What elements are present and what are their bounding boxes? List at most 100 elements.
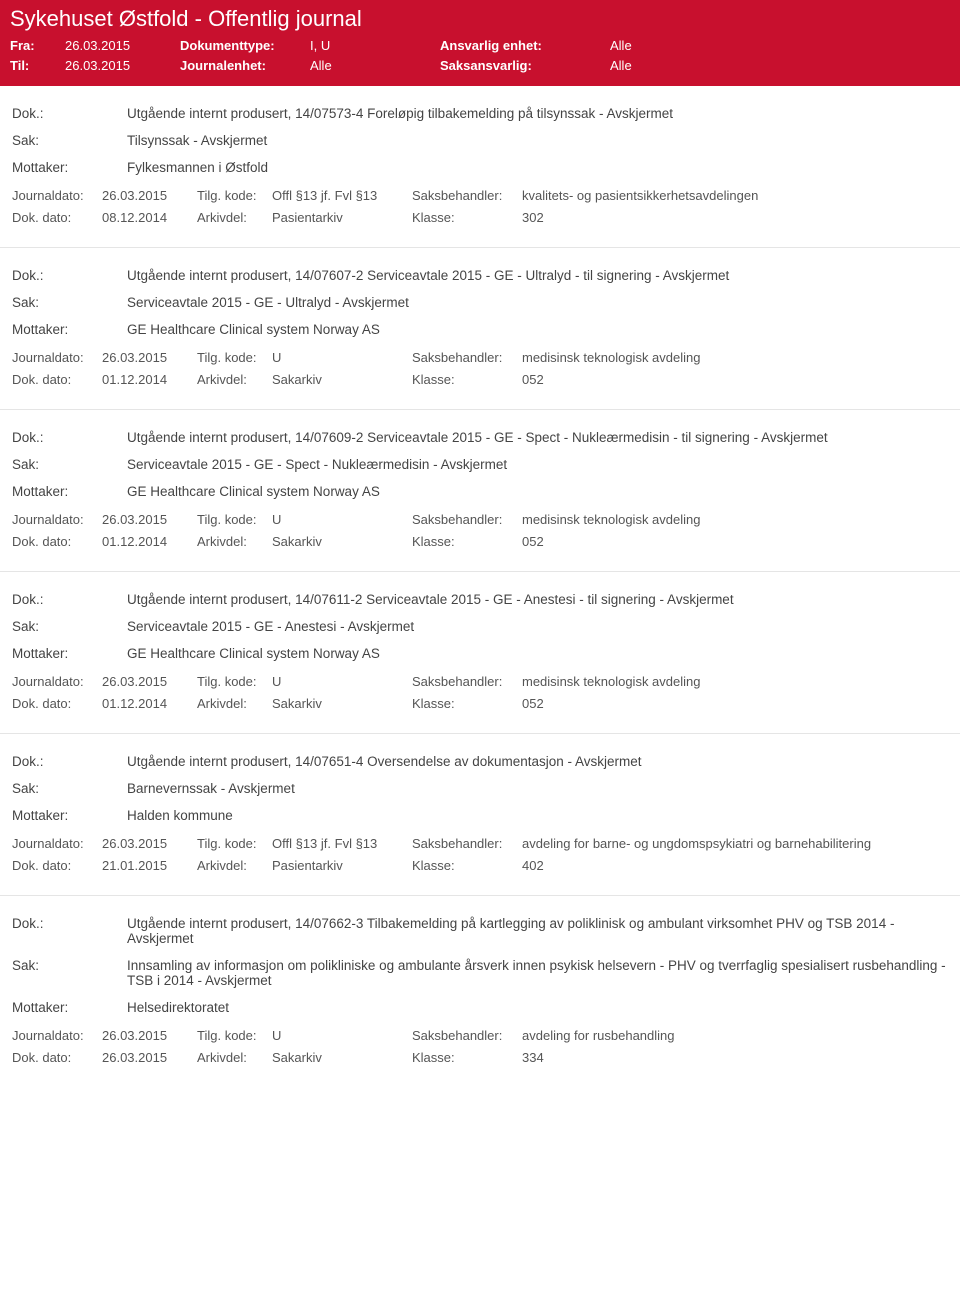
dokdato-value: 21.01.2015 bbox=[102, 857, 197, 875]
tilgkode-value: Offl §13 jf. Fvl §13 bbox=[272, 187, 412, 205]
journaldato-label: Journaldato: bbox=[12, 349, 102, 367]
journaldato-value: 26.03.2015 bbox=[102, 1027, 197, 1045]
dok-label: Dok.: bbox=[12, 106, 127, 121]
journaldato-value: 26.03.2015 bbox=[102, 187, 197, 205]
tilgkode-label: Tilg. kode: bbox=[197, 349, 272, 367]
dokumenttype-value: I, U bbox=[310, 36, 440, 56]
mottaker-label: Mottaker: bbox=[12, 322, 127, 337]
dok-label: Dok.: bbox=[12, 754, 127, 769]
saksbehandler-label: Saksbehandler: bbox=[412, 673, 522, 691]
dokdato-label: Dok. dato: bbox=[12, 857, 102, 875]
dokumenttype-label: Dokumenttype: bbox=[180, 36, 310, 56]
saksbehandler-value: avdeling for rusbehandling bbox=[522, 1027, 948, 1045]
dok-value: Utgående internt produsert, 14/07573-4 F… bbox=[127, 106, 948, 121]
klasse-value: 052 bbox=[522, 533, 948, 551]
klasse-value: 302 bbox=[522, 209, 948, 227]
mottaker-value: GE Healthcare Clinical system Norway AS bbox=[127, 322, 948, 337]
dokdato-label: Dok. dato: bbox=[12, 371, 102, 389]
dokdato-value: 08.12.2014 bbox=[102, 209, 197, 227]
arkivdel-label: Arkivdel: bbox=[197, 533, 272, 551]
sak-label: Sak: bbox=[12, 781, 127, 796]
tilgkode-value: U bbox=[272, 349, 412, 367]
tilgkode-label: Tilg. kode: bbox=[197, 1027, 272, 1045]
header-row-1: Fra: 26.03.2015 Dokumenttype: I, U Ansva… bbox=[10, 36, 950, 56]
tilgkode-value: Offl §13 jf. Fvl §13 bbox=[272, 835, 412, 853]
journalenhet-value: Alle bbox=[310, 56, 440, 76]
ansvarlig-label: Ansvarlig enhet: bbox=[440, 36, 610, 56]
arkivdel-value: Sakarkiv bbox=[272, 533, 412, 551]
saksansvarlig-label: Saksansvarlig: bbox=[440, 56, 610, 76]
arkivdel-label: Arkivdel: bbox=[197, 695, 272, 713]
sak-value: Serviceavtale 2015 - GE - Anestesi - Avs… bbox=[127, 619, 948, 634]
mottaker-label: Mottaker: bbox=[12, 160, 127, 175]
mottaker-value: Halden kommune bbox=[127, 808, 948, 823]
journal-entry: Dok.:Utgående internt produsert, 14/0765… bbox=[0, 734, 960, 896]
mottaker-label: Mottaker: bbox=[12, 646, 127, 661]
klasse-value: 052 bbox=[522, 695, 948, 713]
journaldato-value: 26.03.2015 bbox=[102, 349, 197, 367]
header-row-2: Til: 26.03.2015 Journalenhet: Alle Saksa… bbox=[10, 56, 950, 76]
journaldato-label: Journaldato: bbox=[12, 511, 102, 529]
dokdato-value: 01.12.2014 bbox=[102, 533, 197, 551]
saksbehandler-value: kvalitets- og pasientsikkerhetsavdelinge… bbox=[522, 187, 948, 205]
saksansvarlig-value: Alle bbox=[610, 56, 632, 76]
dok-label: Dok.: bbox=[12, 916, 127, 946]
journaldato-label: Journaldato: bbox=[12, 835, 102, 853]
klasse-label: Klasse: bbox=[412, 1049, 522, 1067]
dok-value: Utgående internt produsert, 14/07651-4 O… bbox=[127, 754, 948, 769]
arkivdel-label: Arkivdel: bbox=[197, 857, 272, 875]
sak-value: Serviceavtale 2015 - GE - Ultralyd - Avs… bbox=[127, 295, 948, 310]
saksbehandler-label: Saksbehandler: bbox=[412, 349, 522, 367]
dok-value: Utgående internt produsert, 14/07607-2 S… bbox=[127, 268, 948, 283]
sak-label: Sak: bbox=[12, 133, 127, 148]
entries-list: Dok.:Utgående internt produsert, 14/0757… bbox=[0, 86, 960, 1087]
mottaker-label: Mottaker: bbox=[12, 1000, 127, 1015]
ansvarlig-value: Alle bbox=[610, 36, 632, 56]
journal-entry: Dok.:Utgående internt produsert, 14/0757… bbox=[0, 86, 960, 248]
saksbehandler-label: Saksbehandler: bbox=[412, 1027, 522, 1045]
mottaker-value: GE Healthcare Clinical system Norway AS bbox=[127, 484, 948, 499]
dokdato-label: Dok. dato: bbox=[12, 1049, 102, 1067]
sak-value: Tilsynssak - Avskjermet bbox=[127, 133, 948, 148]
journalenhet-label: Journalenhet: bbox=[180, 56, 310, 76]
arkivdel-value: Sakarkiv bbox=[272, 1049, 412, 1067]
page-header: Sykehuset Østfold - Offentlig journal Fr… bbox=[0, 0, 960, 86]
mottaker-label: Mottaker: bbox=[12, 808, 127, 823]
arkivdel-label: Arkivdel: bbox=[197, 209, 272, 227]
dokdato-value: 01.12.2014 bbox=[102, 371, 197, 389]
sak-label: Sak: bbox=[12, 295, 127, 310]
arkivdel-label: Arkivdel: bbox=[197, 371, 272, 389]
sak-value: Innsamling av informasjon om poliklinisk… bbox=[127, 958, 948, 988]
saksbehandler-value: medisinsk teknologisk avdeling bbox=[522, 673, 948, 691]
klasse-value: 402 bbox=[522, 857, 948, 875]
arkivdel-label: Arkivdel: bbox=[197, 1049, 272, 1067]
klasse-label: Klasse: bbox=[412, 209, 522, 227]
klasse-label: Klasse: bbox=[412, 695, 522, 713]
journal-entry: Dok.:Utgående internt produsert, 14/0761… bbox=[0, 572, 960, 734]
klasse-label: Klasse: bbox=[412, 533, 522, 551]
saksbehandler-label: Saksbehandler: bbox=[412, 835, 522, 853]
til-value: 26.03.2015 bbox=[65, 56, 180, 76]
dok-label: Dok.: bbox=[12, 268, 127, 283]
fra-label: Fra: bbox=[10, 36, 65, 56]
tilgkode-label: Tilg. kode: bbox=[197, 511, 272, 529]
journaldato-label: Journaldato: bbox=[12, 673, 102, 691]
dokdato-value: 26.03.2015 bbox=[102, 1049, 197, 1067]
journaldato-value: 26.03.2015 bbox=[102, 673, 197, 691]
dok-label: Dok.: bbox=[12, 430, 127, 445]
sak-value: Serviceavtale 2015 - GE - Spect - Nukleæ… bbox=[127, 457, 948, 472]
dok-label: Dok.: bbox=[12, 592, 127, 607]
journal-entry: Dok.:Utgående internt produsert, 14/0766… bbox=[0, 896, 960, 1087]
saksbehandler-value: avdeling for barne- og ungdomspsykiatri … bbox=[522, 835, 948, 853]
sak-label: Sak: bbox=[12, 958, 127, 988]
tilgkode-value: U bbox=[272, 1027, 412, 1045]
mottaker-value: Helsedirektoratet bbox=[127, 1000, 948, 1015]
tilgkode-value: U bbox=[272, 673, 412, 691]
dok-value: Utgående internt produsert, 14/07609-2 S… bbox=[127, 430, 948, 445]
journaldato-value: 26.03.2015 bbox=[102, 835, 197, 853]
dokdato-label: Dok. dato: bbox=[12, 209, 102, 227]
saksbehandler-label: Saksbehandler: bbox=[412, 511, 522, 529]
journaldato-label: Journaldato: bbox=[12, 187, 102, 205]
sak-label: Sak: bbox=[12, 457, 127, 472]
mottaker-value: GE Healthcare Clinical system Norway AS bbox=[127, 646, 948, 661]
